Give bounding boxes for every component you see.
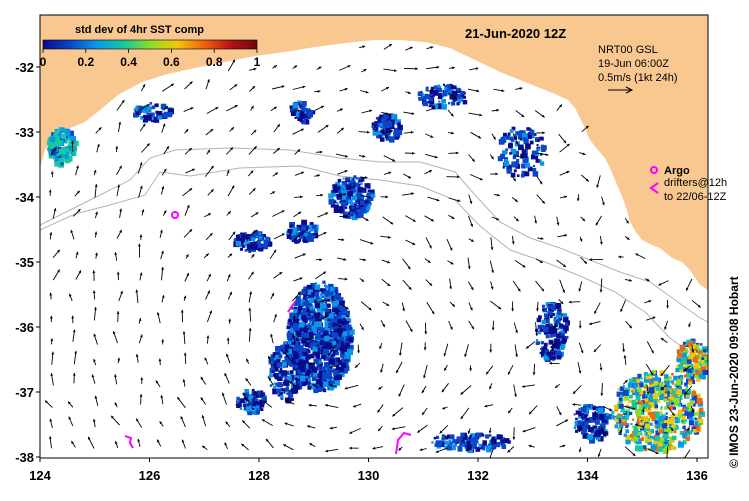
x-tick-label: 126 (139, 468, 161, 483)
y-tick-label: -36 (15, 320, 34, 335)
credit-text: © IMOS 23-Jun-2020 09:08 Hobart (727, 276, 741, 468)
colorbar-tick-label: 1 (254, 55, 261, 69)
colorbar-tick-label: 0.2 (77, 55, 94, 69)
colorbar-tick-label: 0.4 (120, 55, 137, 69)
date-title: 21-Jun-2020 12Z (465, 26, 566, 41)
x-tick-label: 136 (686, 468, 708, 483)
current-product: NRT00 GSL (598, 44, 658, 56)
x-tick-label: 130 (358, 468, 380, 483)
y-tick-label: -32 (15, 60, 34, 75)
x-axis: 124 126 128 130 132 134 136 (29, 458, 708, 483)
x-tick-label: 134 (577, 468, 599, 483)
current-time: 19-Jun 06:00Z (598, 58, 669, 70)
colorbar-tick-label: 0.6 (163, 55, 180, 69)
colorbar-gradient (43, 40, 257, 49)
y-tick-label: -34 (15, 190, 35, 205)
y-tick-label: -33 (15, 125, 34, 140)
current-scale-text: 0.5m/s (1kt 24h) (598, 72, 677, 84)
y-tick-label: -35 (15, 255, 34, 270)
drifters-line2: to 22/06-12Z (664, 191, 727, 203)
colorbar-tick-label: 0.8 (206, 55, 223, 69)
x-tick-label: 132 (467, 468, 489, 483)
y-tick-label: -37 (15, 385, 34, 400)
colorbar-tick-label: 0 (40, 55, 47, 69)
x-tick-label: 128 (248, 468, 270, 483)
y-tick-label: -38 (15, 450, 34, 465)
y-axis: -32 -33 -34 -35 -36 -37 -38 (15, 60, 40, 465)
drifters-line1: drifters@12h (664, 177, 727, 189)
argo-label: Argo (664, 165, 690, 177)
x-tick-label: 124 (29, 468, 51, 483)
colorbar-title: std dev of 4hr SST comp (75, 24, 204, 36)
